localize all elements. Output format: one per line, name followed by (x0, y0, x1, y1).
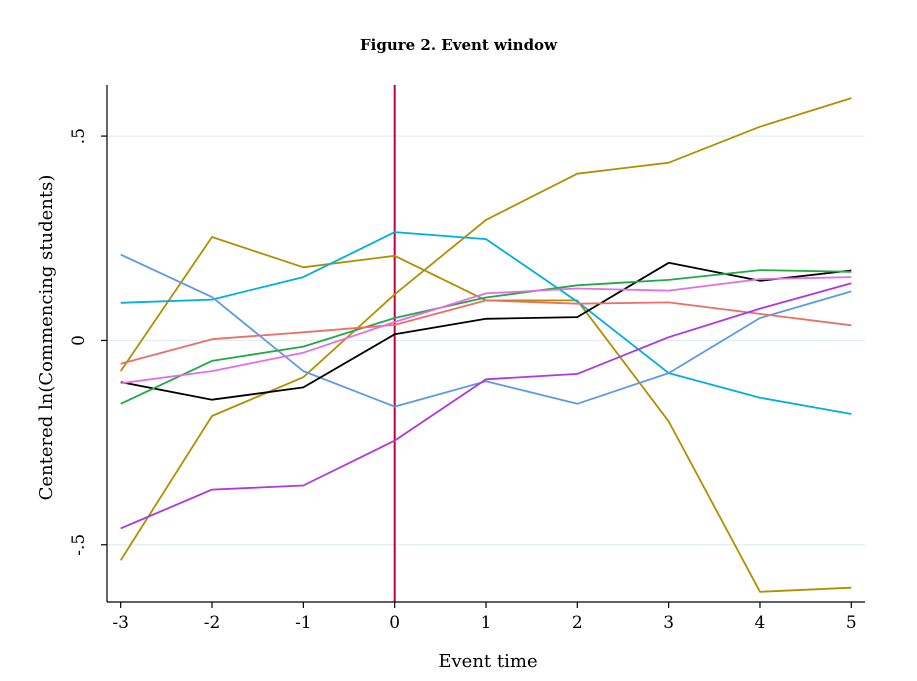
y-axis-title: Centered ln(Commencing students) (36, 175, 57, 501)
series-layer (119, 97, 852, 593)
y-tick-label: .5 (69, 128, 89, 144)
x-tick-label: -2 (204, 613, 221, 633)
grid-layer (107, 135, 865, 546)
series-purple (120, 282, 852, 530)
series-pink (120, 276, 852, 385)
x-tick-label: 5 (846, 613, 857, 633)
series-olive-a (119, 236, 852, 593)
series-cyan (120, 231, 852, 415)
x-tick-label: -1 (295, 613, 312, 633)
x-tick-label: 4 (755, 613, 766, 633)
series-steel-blue (120, 253, 852, 408)
x-tick-label: 0 (389, 613, 400, 633)
series-black (120, 261, 852, 401)
x-tick-label: -3 (112, 613, 129, 633)
x-tick-label: 1 (481, 613, 492, 633)
x-tick-label: 2 (572, 613, 583, 633)
y-tick-label: 0 (69, 335, 89, 346)
y-tick-label: -.5 (69, 534, 89, 556)
x-axis-title: Event time (438, 651, 537, 672)
axes-layer (101, 85, 865, 608)
x-tick-label: 3 (663, 613, 674, 633)
chart-title: Figure 2. Event window (360, 36, 557, 54)
series-green (120, 269, 852, 405)
series-salmon (120, 299, 852, 365)
labels-layer: -3 -2 -1 0 1 2 3 4 5 -.5 0 .5 Event time Centered ln(… (36, 128, 857, 672)
series-olive-b (119, 97, 852, 561)
